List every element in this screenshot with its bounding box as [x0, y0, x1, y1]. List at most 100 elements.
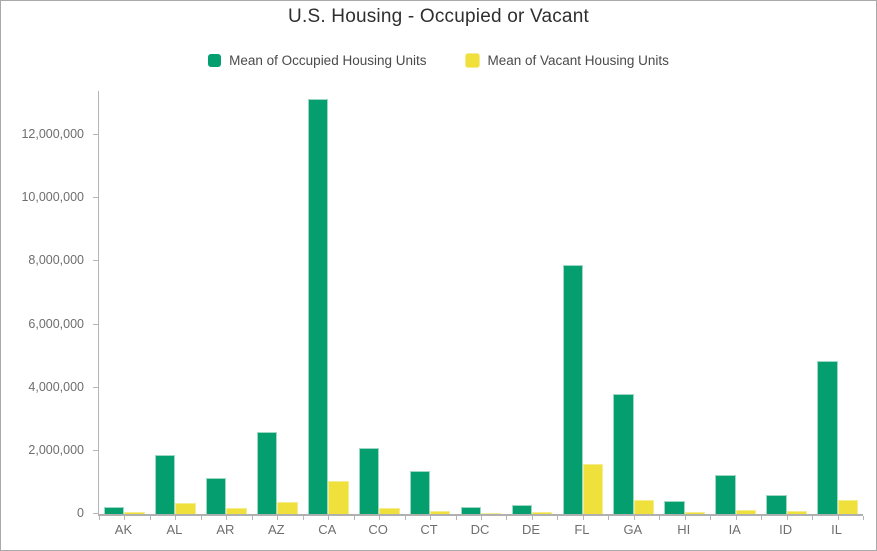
x-axis-tick	[684, 516, 686, 520]
y-axis-tick: 2,000,000	[28, 443, 98, 457]
y-axis-tick: 0	[77, 506, 98, 520]
category-CT	[405, 91, 456, 514]
x-axis-tick	[506, 516, 508, 520]
x-axis-label-AL: AL	[166, 522, 183, 537]
category-AK	[99, 91, 150, 514]
legend-item-occupied[interactable]: Mean of Occupied Housing Units	[208, 53, 427, 68]
bar-occupied-AR[interactable]	[205, 478, 227, 514]
bar-occupied-ID[interactable]	[766, 494, 787, 514]
x-axis-tick	[481, 516, 482, 520]
x-axis-label-FL: FL	[574, 522, 590, 537]
bar-vacant-HI[interactable]	[684, 511, 706, 514]
x-axis-label-AR: AR	[216, 522, 235, 537]
category-CA	[303, 91, 354, 514]
category-DE	[507, 91, 558, 514]
x-axis-tick	[277, 516, 279, 520]
bar-vacant-DE[interactable]	[531, 512, 553, 514]
x-axis-tick	[557, 516, 559, 520]
category-HI	[659, 91, 710, 514]
category-IA	[710, 91, 761, 514]
x-axis-label-AK: AK	[114, 522, 133, 537]
x-axis-label-IL: IL	[831, 522, 843, 537]
x-axis-tick	[531, 516, 533, 520]
x-axis-tick	[710, 516, 712, 520]
x-axis-tick	[659, 516, 661, 520]
occupied-swatch-icon	[208, 54, 222, 67]
bar-vacant-CT[interactable]	[430, 510, 451, 514]
bar-occupied-DC[interactable]	[460, 506, 482, 514]
x-axis-tick	[328, 516, 330, 520]
x-axis-tick	[430, 516, 432, 520]
x-axis-label-ID: ID	[779, 522, 793, 537]
y-axis-label: 6,000,000	[28, 316, 84, 331]
x-axis-label-CO: CO	[368, 522, 388, 537]
bar-occupied-FL[interactable]	[562, 264, 583, 514]
legend-item-vacant[interactable]: Mean of Vacant Housing Units	[464, 53, 669, 68]
x-axis-label-DC: DC	[470, 522, 490, 537]
y-axis-label: 10,000,000	[21, 190, 84, 205]
x-axis-tick	[786, 516, 788, 520]
bar-occupied-HI[interactable]	[664, 500, 685, 514]
x-axis-tick	[837, 516, 839, 520]
y-axis-tick: 6,000,000	[28, 317, 98, 331]
bars-container	[99, 91, 863, 514]
bar-occupied-CA[interactable]	[307, 98, 329, 514]
bar-occupied-CO[interactable]	[358, 448, 380, 514]
bar-vacant-AL[interactable]	[175, 502, 196, 514]
chart-title: U.S. Housing - Occupied or Vacant	[288, 6, 589, 27]
bar-vacant-CO[interactable]	[379, 508, 400, 514]
bar-vacant-GA[interactable]	[633, 499, 655, 514]
bar-occupied-DE[interactable]	[511, 504, 532, 514]
bar-vacant-AZ[interactable]	[277, 502, 298, 514]
bar-vacant-IL[interactable]	[837, 499, 858, 514]
category-DC	[456, 91, 507, 514]
x-axis-tick	[226, 516, 228, 520]
bar-occupied-CT[interactable]	[409, 471, 431, 514]
bar-occupied-GA[interactable]	[613, 394, 634, 514]
bar-occupied-IL[interactable]	[817, 361, 838, 514]
y-axis-tick: 10,000,000	[21, 190, 98, 204]
y-axis-label: 8,000,000	[28, 253, 84, 268]
x-axis-label-DE: DE	[521, 522, 540, 537]
x-axis-tick	[608, 516, 610, 520]
y-axis-tick: 4,000,000	[28, 380, 98, 394]
bar-vacant-CA[interactable]	[328, 480, 349, 514]
x-axis-labels: AK AL AR AZ CA CO CT DC DE FL GA HI IA ID IL	[98, 522, 862, 537]
x-axis-tick	[200, 516, 202, 520]
bar-vacant-FL[interactable]	[582, 464, 604, 514]
bar-vacant-AR[interactable]	[226, 508, 247, 514]
x-axis-tick	[633, 516, 635, 520]
x-axis-tick	[149, 516, 151, 520]
x-axis-tick	[175, 516, 177, 520]
bar-occupied-AK[interactable]	[104, 506, 125, 514]
x-axis-tick	[99, 516, 100, 520]
x-axis-tick	[812, 516, 814, 520]
x-axis-label-CA: CA	[318, 522, 337, 537]
category-AR	[201, 91, 252, 514]
y-axis-tick: 8,000,000	[28, 253, 98, 267]
x-axis-tick	[761, 516, 763, 520]
x-axis-label-CT: CT	[420, 522, 438, 537]
x-axis-tick	[251, 516, 253, 520]
x-axis-label-AZ: AZ	[267, 522, 285, 537]
bar-vacant-DC[interactable]	[481, 513, 502, 514]
x-axis-tick	[302, 516, 304, 520]
legend: Mean of Occupied Housing Units Mean of V…	[1, 53, 876, 68]
vacant-swatch-icon	[464, 53, 480, 68]
x-axis-tick	[124, 516, 126, 520]
x-axis-label-GA: GA	[623, 522, 643, 537]
bar-vacant-IA[interactable]	[735, 509, 757, 514]
category-IL	[812, 91, 863, 514]
x-axis-tick	[353, 516, 355, 520]
bar-occupied-IA[interactable]	[715, 474, 736, 514]
bar-occupied-AZ[interactable]	[256, 431, 278, 514]
x-axis-tick	[582, 516, 584, 520]
y-axis-label: 2,000,000	[28, 442, 84, 457]
bar-vacant-ID[interactable]	[786, 511, 808, 514]
legend-label-vacant: Mean of Vacant Housing Units	[487, 53, 669, 68]
bar-vacant-AK[interactable]	[124, 512, 145, 514]
x-axis-tick	[404, 516, 406, 520]
x-axis-tick	[455, 516, 457, 520]
bar-occupied-AL[interactable]	[155, 455, 176, 514]
